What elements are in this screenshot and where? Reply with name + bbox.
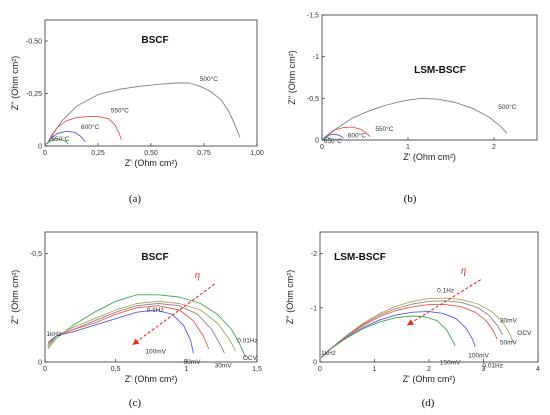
- curve-label: 30mV: [500, 317, 518, 324]
- series-line-550c: [323, 126, 371, 139]
- series-line-100mv: [47, 309, 194, 354]
- eta-arrow-head: [132, 338, 140, 345]
- series-line-ocv: [320, 297, 514, 359]
- x-tick-label: 0,25: [91, 150, 105, 157]
- x-tick-label: 1: [184, 366, 188, 373]
- curve-label: 30mV: [215, 362, 233, 369]
- x-tick-label: 0: [43, 150, 47, 157]
- y-tick-label: -1: [313, 54, 319, 61]
- series-line-500c: [48, 82, 241, 143]
- series-line-ocv: [47, 294, 247, 358]
- panel-d: 0 1 2 3 4 0 -1 -2 Z' (Ohm cm²) Z'' (Ohm cm²) LSM-B…: [285, 231, 540, 409]
- y-tick-label: -2: [311, 251, 317, 258]
- y-axis-label: Z'' (Ohm cm²): [287, 50, 297, 104]
- panel-label: (a): [129, 193, 142, 205]
- curve-label: 50mV: [184, 359, 202, 366]
- x-tick-label: 0: [320, 144, 324, 151]
- y-tick-label: -0,25: [26, 91, 42, 98]
- y-tick-label: 0: [38, 360, 42, 367]
- eta-label: η: [195, 269, 200, 281]
- series-line-650c: [321, 137, 332, 141]
- x-tick-label: 1: [373, 366, 377, 373]
- y-tick-label: -1: [311, 305, 317, 312]
- y-tick-label: -1,5: [307, 13, 319, 20]
- curve-label: OCV: [517, 330, 532, 337]
- series-line-30mv: [320, 300, 503, 359]
- curve-label: 550°C: [111, 106, 129, 114]
- curve-label: 500°C: [498, 103, 516, 111]
- panel-label: (b): [404, 193, 417, 205]
- x-tick-label: 4: [536, 366, 540, 373]
- panel-title: BSCF: [141, 252, 168, 263]
- x-tick-label: 0,75: [197, 150, 211, 157]
- x-axis-label: Z' (Ohm cm²): [125, 158, 178, 168]
- x-tick-label: 3: [482, 366, 486, 373]
- eta-arrow-line: [406, 279, 482, 326]
- x-tick-label: 0,5: [111, 366, 121, 373]
- y-tick-label: -0,5: [30, 251, 42, 258]
- curve-label: 0.1Hz: [147, 307, 164, 314]
- series-line-50mv: [47, 305, 210, 350]
- curve-label: 1kHz: [46, 331, 61, 338]
- y-axis-label: Z'' (Ohm cm²): [10, 56, 20, 110]
- panel-title: LSM-BSCF: [414, 65, 466, 76]
- y-tick-label: 0: [313, 360, 317, 367]
- x-tick-label: 1,00: [250, 150, 264, 157]
- x-tick-label: 1: [406, 144, 410, 151]
- x-axis-label: Z' (Ohm cm²): [403, 152, 456, 162]
- x-tick-label: 0,50: [144, 150, 158, 157]
- series-line-650c: [44, 138, 69, 146]
- y-axis-label: Z'' (Ohm cm²): [10, 270, 20, 324]
- curve-label: 650°C: [324, 137, 342, 145]
- curve-label: 550°C: [375, 125, 393, 133]
- series-line-500c: [324, 97, 508, 138]
- panel-b: 0 1 2 0 -0,5 -1 -1,5 Z' (Ohm cm²) Z'' (Ohm cm²) L…: [287, 13, 538, 205]
- series-line-550c: [46, 116, 122, 145]
- eta-arrow-line: [132, 283, 215, 346]
- y-tick-label: -0,5: [307, 96, 319, 103]
- series-line-50mv: [320, 304, 498, 359]
- curve-label: 600°C: [81, 123, 99, 131]
- panel-title: LSM-BSCF: [334, 252, 386, 263]
- x-tick-label: 2: [427, 366, 431, 373]
- curve-label: 100mV: [468, 353, 489, 360]
- x-tick-label: 0: [43, 366, 47, 373]
- series-line-001hz: [47, 300, 237, 352]
- plot-frame: [321, 14, 538, 141]
- series-line-150mv: [320, 315, 456, 359]
- x-tick-label: 0: [318, 366, 322, 373]
- x-axis-label: Z' (Ohm cm²): [403, 374, 456, 384]
- y-axis-label: Z'' (Ohm cm²): [285, 270, 295, 324]
- x-tick-label: 2: [492, 144, 496, 151]
- curve-label: 0.01Hz: [482, 362, 503, 369]
- series-line-600c: [46, 130, 86, 145]
- panel-label: (c): [129, 397, 142, 409]
- curve-label: 500°C: [200, 75, 218, 83]
- x-axis-label: Z' (Ohm cm²): [125, 374, 178, 384]
- curve-label: 150mV: [440, 360, 461, 367]
- curve-label: 600°C: [348, 132, 366, 140]
- curve-label: 1kHz: [321, 350, 336, 357]
- series-line-600c: [322, 133, 344, 140]
- panel-c: 0 0,5 1 1,5 0 -0,5 Z' (Ohm cm²) Z'' (Ohm cm²) BS…: [10, 231, 262, 409]
- eta-label: η: [461, 265, 466, 277]
- series-line-100mv: [320, 311, 476, 359]
- panel-a: 0 0,25 0,50 0,75 1,00 0 -0,25 -0,50 Z' (Ohm cm²)…: [10, 19, 264, 205]
- curve-label: 650°C: [51, 135, 69, 143]
- y-tick-label: -0,50: [26, 39, 42, 46]
- panel-title: BSCF: [141, 35, 168, 46]
- curve-label: 100mV: [145, 348, 166, 355]
- curve-label: 50mV: [500, 340, 518, 347]
- curve-label: 0.01Hz: [237, 338, 258, 345]
- plot-frame: [44, 231, 258, 363]
- panel-label: (d): [422, 397, 435, 409]
- y-tick-label: 0: [315, 138, 319, 145]
- x-tick-label: 1,5: [252, 366, 262, 373]
- eta-arrow-head: [407, 319, 414, 326]
- y-tick-label: 0: [38, 144, 42, 151]
- curve-label: 0.1Hz: [437, 288, 454, 295]
- curve-label: OCV: [243, 355, 258, 362]
